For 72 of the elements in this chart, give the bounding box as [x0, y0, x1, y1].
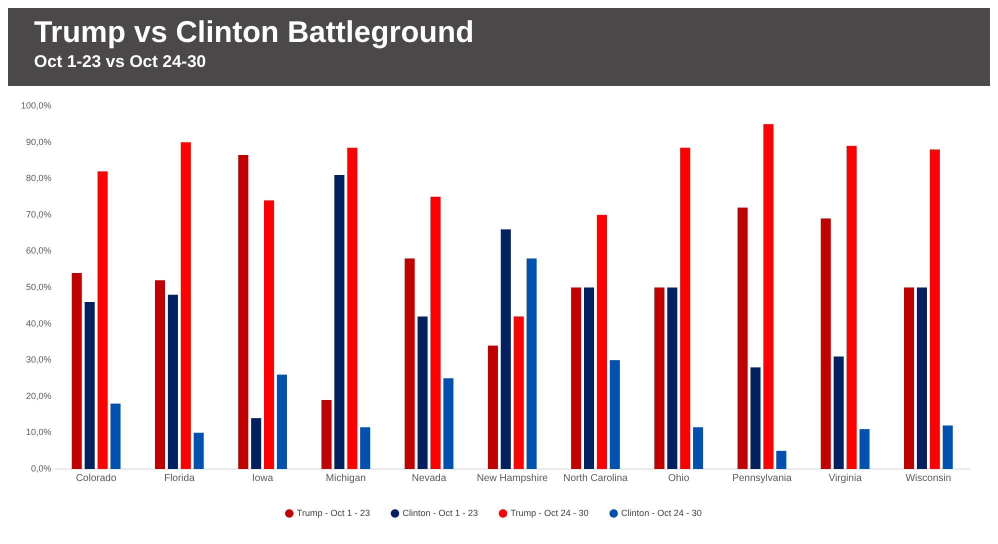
- chart-subtitle: Oct 1-23 vs Oct 24-30: [34, 52, 207, 72]
- bar: [930, 150, 940, 469]
- bar: [347, 148, 358, 469]
- bar: [526, 258, 537, 469]
- bar: [571, 288, 582, 469]
- y-tick-label: 60,0%: [26, 246, 52, 256]
- bar: [110, 404, 121, 469]
- bar: [750, 367, 761, 469]
- chart-title: Trump vs Clinton Battleground: [34, 16, 475, 50]
- bar: [404, 258, 415, 469]
- legend-label: Clinton - Oct 24 - 30: [621, 508, 702, 518]
- bar: [859, 429, 870, 469]
- x-tick-label: Florida: [164, 472, 196, 484]
- bar: [693, 427, 704, 469]
- legend-label: Trump - Oct 1 - 23: [296, 508, 370, 518]
- bar: [334, 174, 344, 469]
- y-tick-label: 100,0%: [20, 100, 52, 110]
- bar: [596, 214, 607, 469]
- bar: [443, 378, 454, 469]
- bar: [360, 427, 370, 469]
- bar: [238, 155, 248, 469]
- x-tick-label: Iowa: [252, 472, 274, 484]
- x-tick-label: Pennsylvania: [732, 472, 792, 484]
- y-tick-label: 0,0%: [31, 463, 52, 474]
- bar: [180, 142, 191, 469]
- x-tick-label: Ohio: [668, 472, 690, 484]
- bar: [610, 360, 620, 469]
- bar: [418, 316, 428, 469]
- bar: [916, 288, 927, 469]
- bar: [654, 288, 664, 469]
- y-tick-label: 70,0%: [26, 209, 52, 220]
- bar: [72, 272, 82, 469]
- bar: [488, 346, 498, 469]
- legend-label: Trump - Oct 24 - 30: [510, 508, 589, 518]
- bar: [514, 316, 524, 469]
- bar: [763, 124, 774, 469]
- x-tick-label: Virginia: [828, 472, 862, 484]
- bar: [680, 148, 690, 469]
- bar: [776, 450, 786, 469]
- y-tick-label: 40,0%: [26, 318, 52, 328]
- bar: [430, 196, 441, 469]
- bar: [904, 288, 914, 469]
- bar: [667, 288, 678, 469]
- bar: [264, 200, 274, 469]
- bar: [820, 218, 831, 469]
- legend-label: Clinton - Oct 1 - 23: [402, 508, 478, 518]
- x-tick-label: Nevada: [412, 472, 447, 484]
- x-tick-label: North Carolina: [563, 472, 628, 484]
- bar: [738, 208, 748, 469]
- bar: [84, 302, 95, 469]
- bar: [584, 288, 594, 469]
- bar: [194, 432, 204, 469]
- bar: [168, 294, 178, 469]
- y-tick-label: 50,0%: [26, 282, 52, 292]
- x-tick-label: Wisconsin: [906, 472, 952, 484]
- bar: [276, 374, 287, 469]
- bar: [251, 418, 262, 469]
- bar: [500, 229, 511, 469]
- y-tick-label: 30,0%: [26, 354, 52, 365]
- bar: [321, 400, 332, 469]
- bar: [846, 146, 857, 469]
- x-tick-label: New Hampshire: [476, 472, 548, 484]
- bar: [942, 425, 953, 469]
- y-tick-label: 10,0%: [26, 427, 52, 438]
- bar: [834, 356, 844, 469]
- y-tick-label: 20,0%: [26, 390, 52, 401]
- x-tick-label: Michigan: [326, 472, 366, 484]
- bar: [154, 280, 166, 469]
- y-tick-label: 90,0%: [26, 136, 52, 147]
- bar: [98, 171, 108, 469]
- x-tick-label: Colorado: [76, 472, 117, 484]
- y-tick-label: 80,0%: [26, 173, 52, 184]
